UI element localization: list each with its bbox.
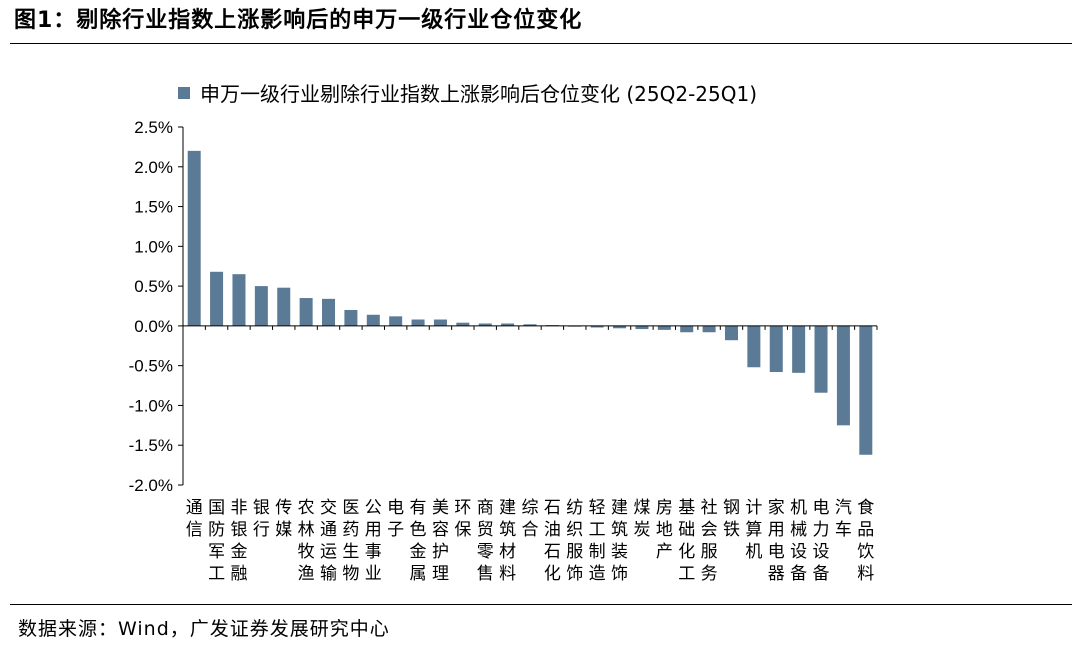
category-label: 银行 — [253, 498, 270, 540]
bar-基础化工 — [680, 325, 694, 333]
bar-美容护理 — [433, 319, 447, 326]
bar-传媒 — [277, 287, 291, 326]
bar-环保 — [456, 322, 470, 326]
category-label: 纺织服饰 — [566, 498, 583, 584]
category-label: 食品饮料 — [857, 498, 874, 584]
bar-非银金融 — [232, 274, 246, 326]
category-label: 农林牧渔 — [298, 498, 315, 584]
y-tick-label: -1.0% — [129, 396, 173, 415]
category-label: 医药生物 — [342, 498, 359, 584]
bar-建筑材料 — [501, 323, 515, 326]
category-label: 非银金融 — [230, 498, 247, 584]
y-tick-label: 0.0% — [134, 317, 173, 336]
category-label: 环保 — [454, 498, 471, 540]
category-label: 轻工制造 — [589, 498, 606, 584]
bar-钢铁 — [724, 325, 738, 341]
category-label: 公用事业 — [365, 498, 382, 584]
bar-计算机 — [747, 325, 761, 368]
category-label: 钢铁 — [723, 498, 740, 540]
category-label: 国防军工 — [208, 498, 225, 584]
bar-农林牧渔 — [299, 298, 313, 326]
category-label: 商贸零售 — [477, 498, 494, 584]
source-rule — [10, 604, 1072, 605]
bar-房地产 — [657, 325, 671, 330]
category-label: 交通运输 — [320, 498, 337, 584]
category-label: 综合 — [522, 498, 539, 540]
category-label: 建筑装饰 — [611, 498, 628, 584]
bar-汽车 — [836, 325, 850, 426]
y-tick-label: -0.5% — [129, 357, 173, 376]
category-label: 房地产 — [656, 498, 673, 562]
bar-电子 — [389, 316, 403, 326]
y-tick-label: -1.5% — [129, 436, 173, 455]
bars-group — [187, 150, 873, 455]
y-axis: 2.5% 2.0% 1.5% 1.0% 0.5% 0.0% -0.5% -1.0% -1.5% -… — [129, 118, 184, 495]
category-label: 计算机 — [745, 498, 762, 562]
legend-swatch — [178, 87, 190, 99]
category-label: 社会服务 — [701, 498, 718, 584]
source-note: 数据来源：Wind，广发证券发展研究中心 — [18, 618, 390, 640]
category-label: 石油石化 — [544, 498, 561, 584]
bar-通信 — [187, 150, 201, 326]
y-tick-label: 1.5% — [134, 198, 173, 217]
bar-交通运输 — [322, 298, 336, 326]
category-label: 家用电器 — [768, 498, 785, 584]
category-label: 美容护理 — [432, 498, 449, 584]
y-tick-label: 0.5% — [134, 277, 173, 296]
bar-建筑装饰 — [613, 325, 627, 329]
bar-医药生物 — [344, 309, 358, 326]
category-label: 煤炭 — [633, 498, 650, 540]
category-label: 传媒 — [275, 498, 292, 540]
bar-商贸零售 — [478, 323, 492, 326]
category-label: 电子 — [387, 498, 404, 540]
bar-有色金属 — [411, 319, 425, 326]
bar-综合 — [523, 324, 537, 326]
category-label: 有色金属 — [410, 498, 427, 584]
bar-chart: 申万一级行业剔除行业指数上涨影响后仓位变化 (25Q2-25Q1) 2.5%2.… — [129, 82, 878, 584]
x-axis — [182, 325, 878, 330]
bar-轻工制造 — [590, 325, 604, 328]
legend-label: 申万一级行业剔除行业指数上涨影响后仓位变化 (25Q2-25Q1) — [200, 82, 757, 106]
bar-银行 — [254, 286, 268, 326]
bar-煤炭 — [635, 325, 649, 330]
category-label: 机械设备 — [790, 498, 807, 584]
category-label: 建筑材料 — [499, 498, 516, 584]
category-label: 电力设备 — [813, 498, 830, 584]
category-label: 基础化工 — [678, 498, 695, 584]
bar-公用事业 — [366, 314, 380, 326]
category-label: 通信 — [186, 498, 203, 540]
figure-title: 图1：剔除行业指数上涨影响后的申万一级行业仓位变化 — [14, 8, 583, 33]
y-tick-label: 2.5% — [134, 118, 173, 137]
bar-社会服务 — [702, 325, 716, 333]
y-tick-label: -2.0% — [129, 476, 173, 495]
category-labels: 通信国防军工非银金融银行传媒农林牧渔交通运输医药生物公用事业电子有色金属美容护理… — [186, 498, 875, 584]
category-label: 汽车 — [835, 498, 852, 540]
y-tick-label: 1.0% — [134, 237, 173, 256]
bar-国防军工 — [210, 271, 224, 326]
bar-机械设备 — [792, 325, 806, 373]
title-rule — [10, 43, 1072, 44]
bar-电力设备 — [814, 325, 828, 393]
bar-食品饮料 — [859, 325, 873, 455]
chart-legend: 申万一级行业剔除行业指数上涨影响后仓位变化 (25Q2-25Q1) — [178, 82, 757, 106]
y-tick-label: 2.0% — [134, 158, 173, 177]
bar-家用电器 — [769, 325, 783, 373]
